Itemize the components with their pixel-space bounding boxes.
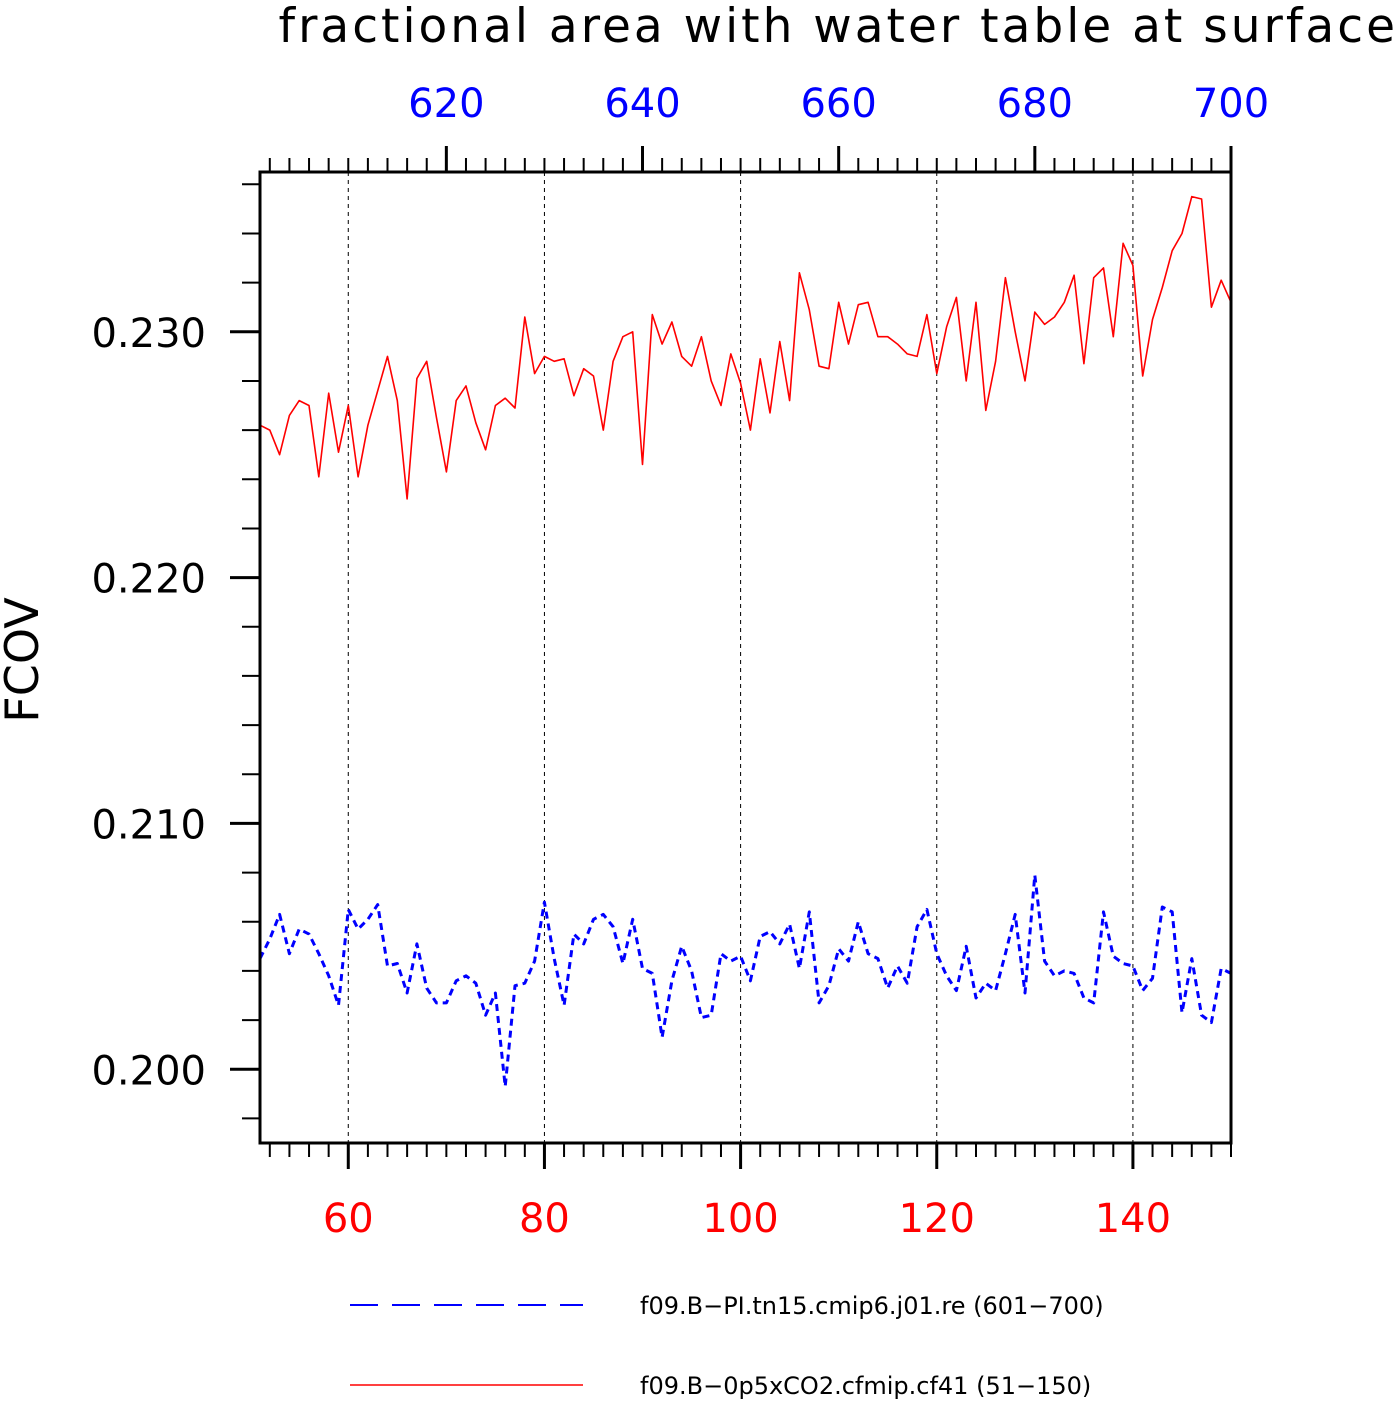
top-axis-tick-label: 640	[604, 81, 680, 127]
chart-title: fractional area with water table at surf…	[279, 0, 1398, 54]
bottom-axis-tick-label: 100	[702, 1196, 778, 1242]
bottom-axis-tick-label: 140	[1095, 1196, 1171, 1242]
bottom-axis-tick-label: 60	[323, 1196, 374, 1242]
top-axis-tick-label: 660	[800, 81, 876, 127]
legend-label-blue-series: f09.B−PI.tn15.cmip6.j01.re (601−700)	[640, 1292, 1104, 1320]
bottom-axis-tick-label: 120	[899, 1196, 975, 1242]
top-axis-tick-label: 700	[1193, 81, 1269, 127]
legend-label-red-series: f09.B−0p5xCO2.cfmip.cf41 (51−150)	[640, 1372, 1091, 1400]
y-axis-tick-label: 0.220	[91, 557, 206, 603]
top-axis-tick-label: 680	[997, 81, 1073, 127]
series-lines	[258, 195, 1232, 1088]
top-axis-tick-label: 620	[408, 81, 484, 127]
series-line-blue	[258, 873, 1232, 1088]
y-axis-label: FCOV	[0, 597, 49, 723]
y-axis-tick-label: 0.210	[91, 802, 206, 848]
legend: f09.B−PI.tn15.cmip6.j01.re (601−700) f09…	[350, 1292, 1104, 1400]
y-axis-tick-label: 0.200	[91, 1048, 206, 1094]
axis-ticks	[230, 146, 1233, 1169]
bottom-axis-tick-label: 80	[519, 1196, 570, 1242]
grid-lines	[347, 172, 1134, 1143]
plot-frame	[258, 170, 1233, 1145]
y-axis-tick-label: 0.230	[91, 311, 206, 357]
tick-labels: 60 80 100 120 140 620 640 660 680 700 0.200 0.210 0.…	[91, 81, 1269, 1242]
series-line-red	[259, 195, 1232, 500]
